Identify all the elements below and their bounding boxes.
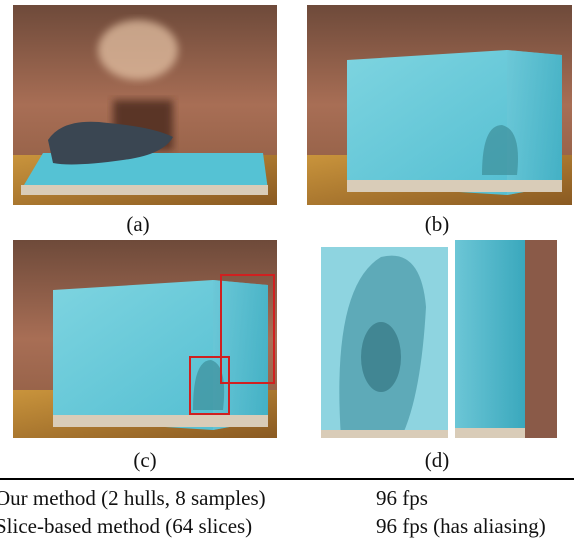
table-rule bbox=[0, 478, 574, 480]
panel-image-c bbox=[13, 240, 277, 438]
table-cell: 96 fps bbox=[376, 486, 428, 511]
panel-image-d-left bbox=[321, 247, 448, 438]
table-cell: Slice-based method (64 slices) bbox=[0, 514, 252, 539]
page: (a) (b) (c) (d) Our method (2 hulls, 8 s… bbox=[0, 0, 574, 547]
panel-caption: (c) bbox=[133, 448, 156, 473]
table-cell: 96 fps (has aliasing) bbox=[376, 514, 546, 539]
panel-image-a bbox=[13, 5, 277, 205]
panel-caption: (d) bbox=[425, 448, 450, 473]
table-cell: Our method (2 hulls, 8 samples) bbox=[0, 486, 266, 511]
panel-image-d-right bbox=[455, 240, 557, 438]
panel-caption: (a) bbox=[126, 212, 149, 237]
panel-caption: (b) bbox=[425, 212, 450, 237]
panel-image-b bbox=[307, 5, 572, 205]
